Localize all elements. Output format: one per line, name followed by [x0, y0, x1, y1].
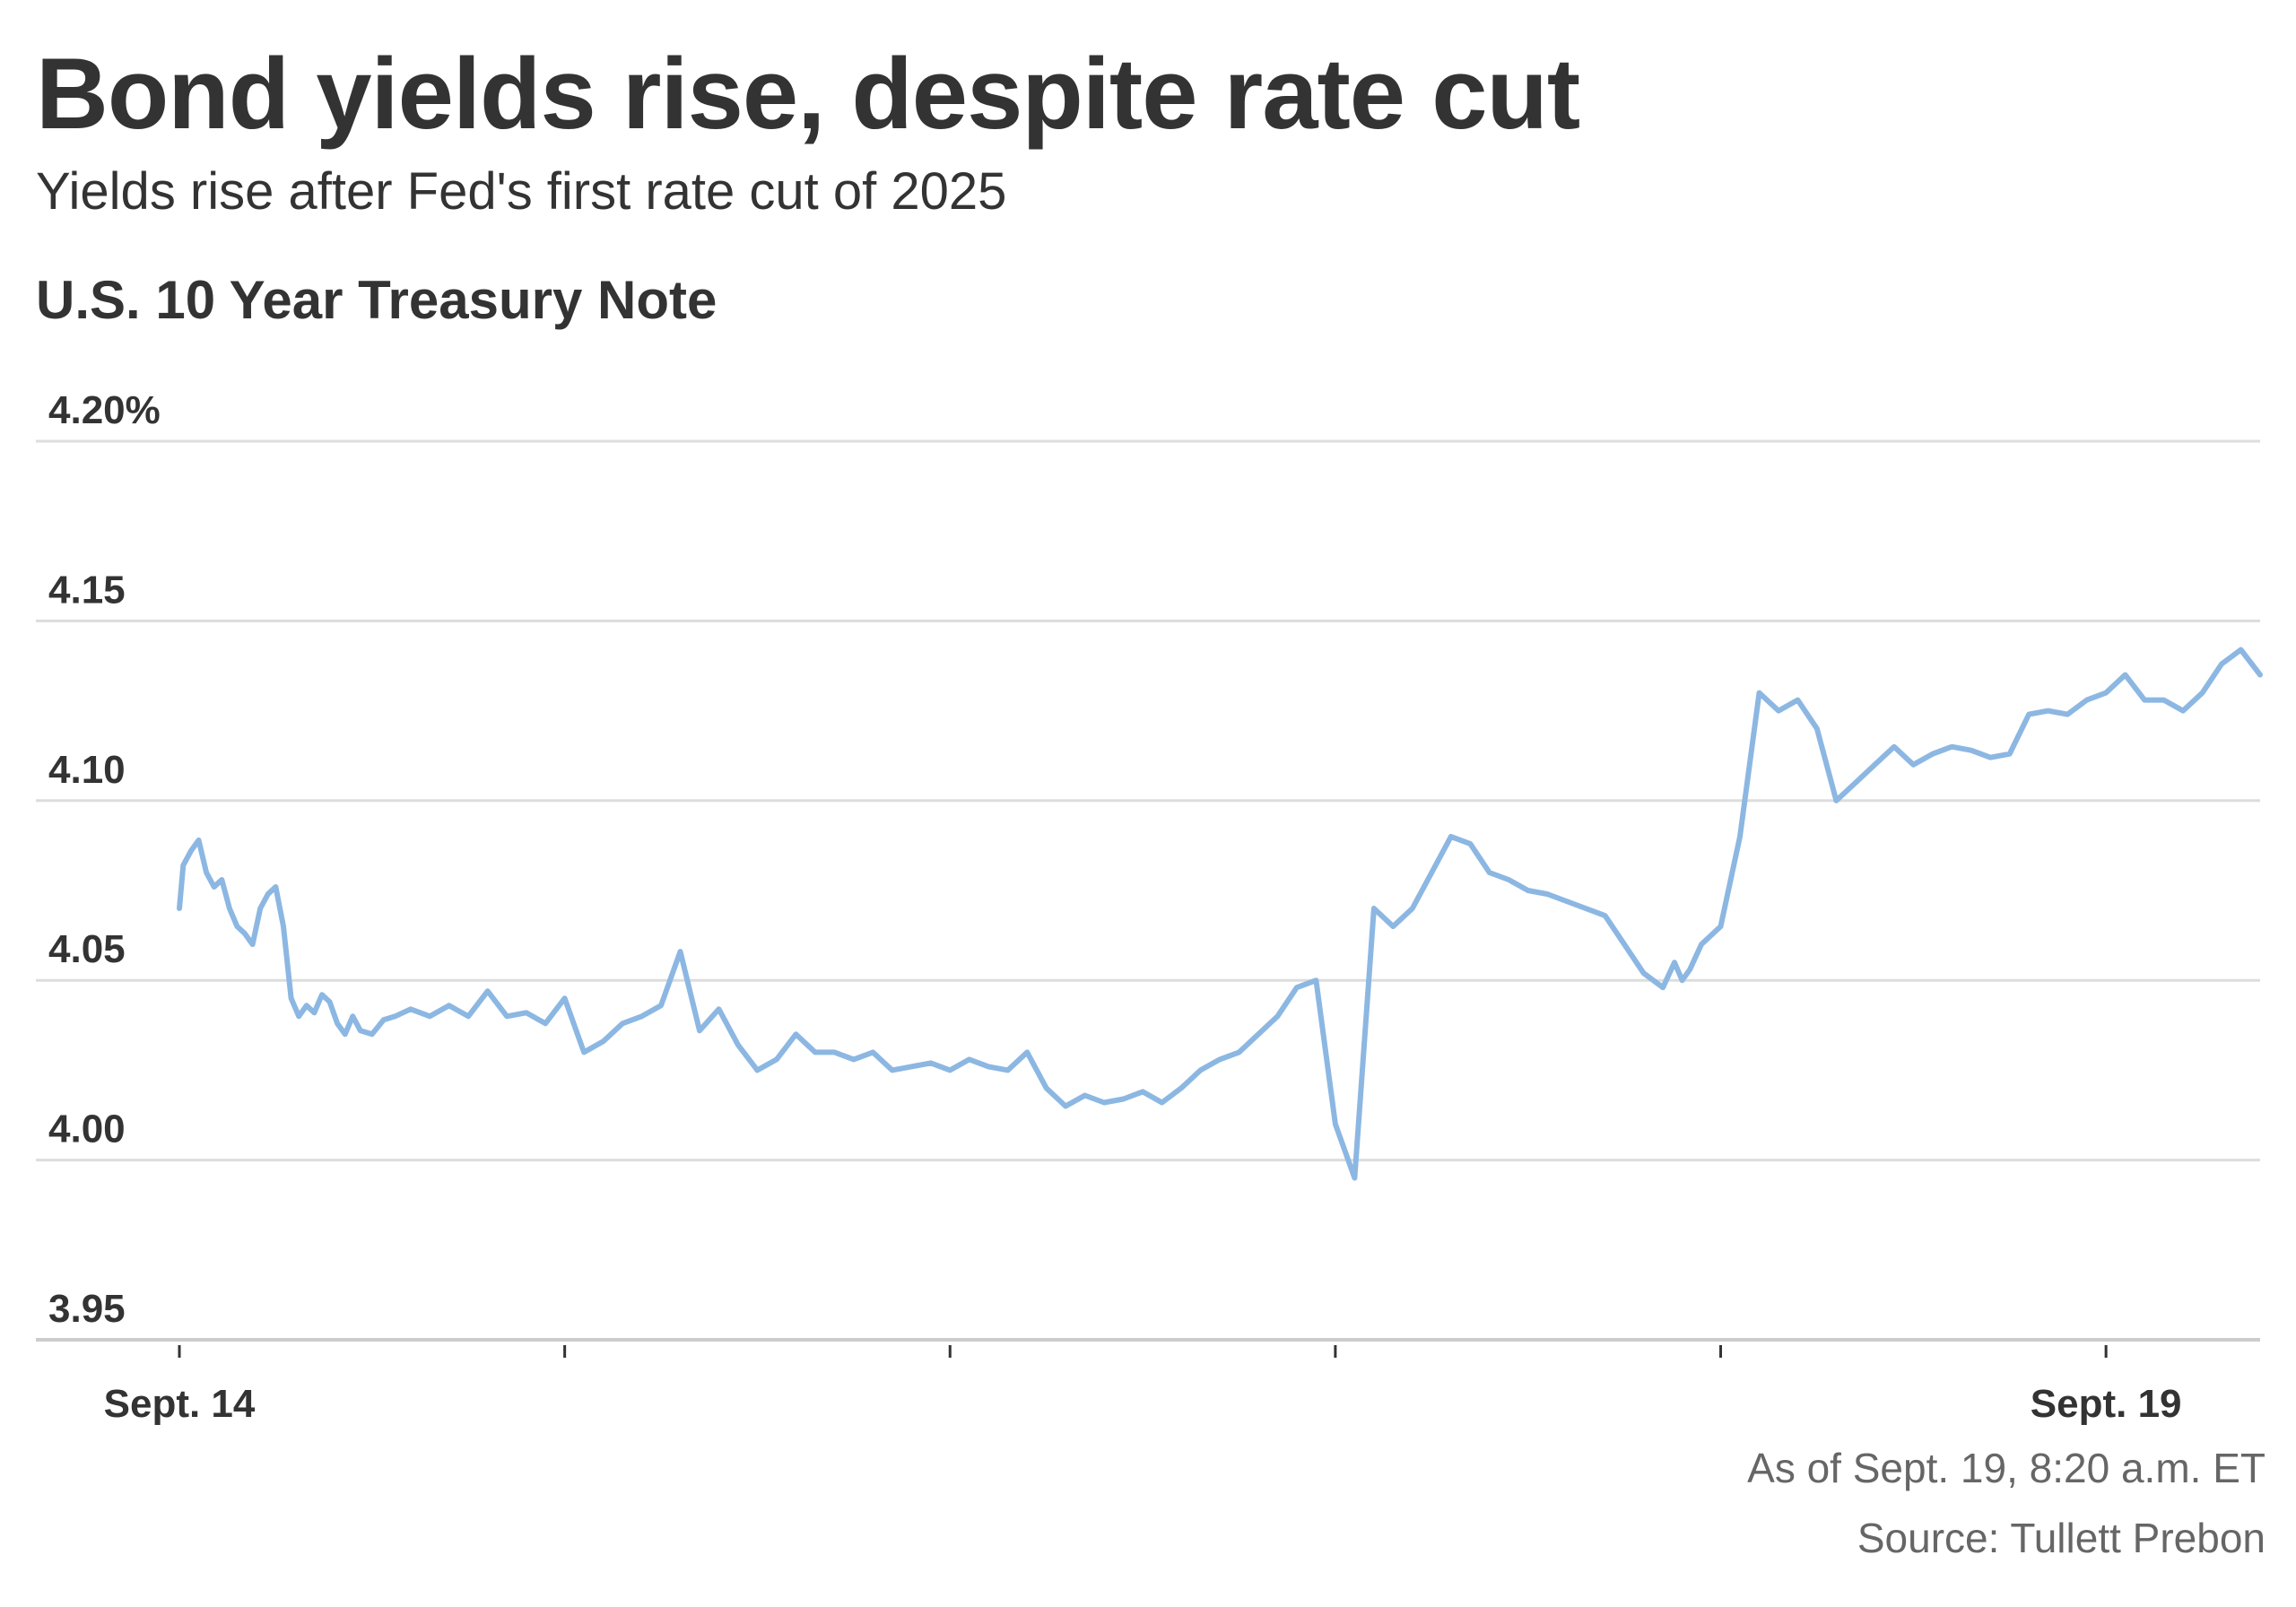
y-tick-label-4: 4.00	[48, 1108, 126, 1151]
y-tick-label-0: 4.20%	[48, 388, 161, 432]
y-tick-label-1: 4.15	[48, 568, 126, 612]
y-tick-label-3: 4.05	[48, 927, 126, 971]
x-axis: Sept. 14 Sept. 19	[104, 1345, 2182, 1426]
y-tick-label-2: 4.10	[48, 748, 126, 792]
series-line-0	[177, 647, 2263, 1181]
chart-title: Bond yields rise, despite rate cut	[36, 38, 1580, 150]
y-tick-label-5: 3.95	[48, 1287, 126, 1331]
gridlines	[36, 439, 2260, 1342]
chart-series-label: U.S. 10 Year Treasury Note	[36, 270, 718, 330]
series-layer	[177, 647, 2263, 1181]
source-note: Source: Tullett Prebon	[1857, 1515, 2266, 1561]
as-of-note: As of Sept. 19, 8:20 a.m. ET	[1747, 1445, 2266, 1491]
x-tick-label-0: Sept. 14	[104, 1382, 256, 1426]
x-tick-label-5: Sept. 19	[2031, 1382, 2182, 1426]
y-axis-labels: 4.20% 4.15 4.10 4.05 4.00 3.95	[48, 388, 161, 1331]
chart-subtitle: Yields rise after Fed's first rate cut o…	[36, 162, 1007, 221]
